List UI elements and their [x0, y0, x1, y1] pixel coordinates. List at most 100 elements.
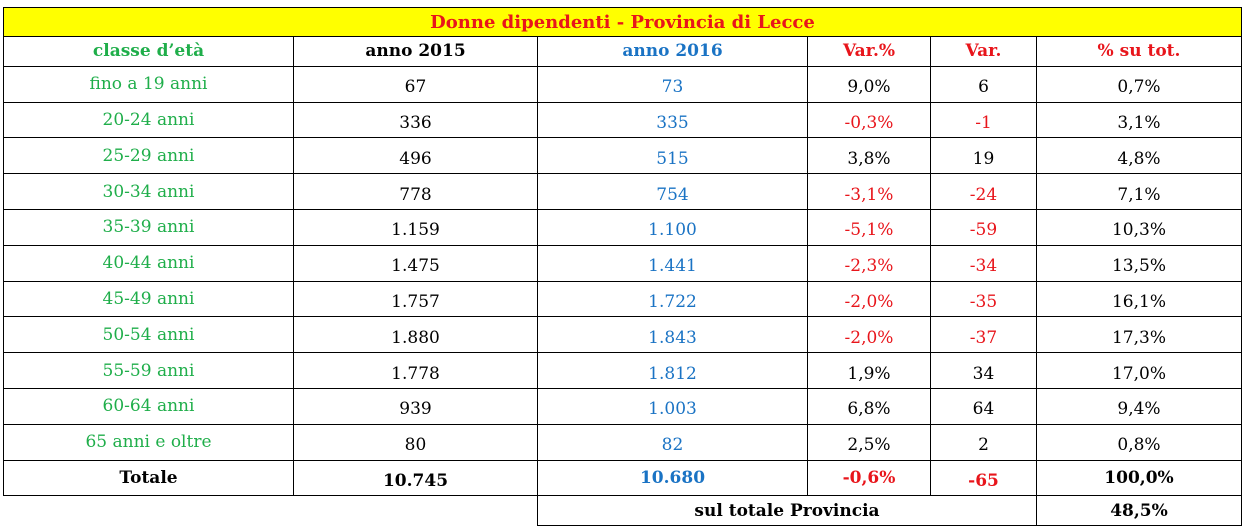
cell-anno-2016: 754: [537, 173, 808, 210]
total-pct-tot: 100,0%: [1036, 459, 1242, 497]
cell-anno-2016: 82: [537, 423, 808, 461]
cell-var-pct: 3,8%: [807, 137, 931, 175]
cell-pct-tot: 3,1%: [1036, 101, 1242, 139]
cell-var: -59: [930, 208, 1037, 246]
cell-pct-tot: 17,3%: [1036, 316, 1242, 354]
cell-anno-2015: 1.159: [293, 208, 538, 246]
cell-pct-tot: 16,1%: [1036, 280, 1242, 318]
table-title: Donne dipendenti - Provincia di Lecce: [3, 7, 1242, 37]
cell-pct-tot: 13,5%: [1036, 244, 1242, 282]
cell-classe: 55-59 anni: [3, 352, 294, 389]
footer-value: 48,5%: [1036, 495, 1242, 526]
cell-classe: 30-34 anni: [3, 173, 294, 210]
cell-anno-2016: 73: [537, 65, 808, 103]
cell-var-pct: 1,9%: [807, 352, 931, 389]
header-pct-tot: % su tot.: [1036, 36, 1242, 67]
cell-anno-2016: 1.100: [537, 208, 808, 246]
cell-var-pct: -5,1%: [807, 208, 931, 246]
cell-var-pct: 6,8%: [807, 387, 931, 425]
footer-spacer: [293, 495, 538, 526]
table-row: 45-49 anni 1.757 1.722 -2,0% -35 16,1%: [3, 280, 1242, 318]
cell-pct-tot: 17,0%: [1036, 352, 1242, 389]
footer-label: sul totale Provincia: [537, 495, 1037, 526]
table-row: 25-29 anni 496 515 3,8% 19 4,8%: [3, 137, 1242, 175]
cell-var-pct: 9,0%: [807, 65, 931, 103]
cell-pct-tot: 7,1%: [1036, 173, 1242, 210]
table-row: 40-44 anni 1.475 1.441 -2,3% -34 13,5%: [3, 244, 1242, 282]
cell-classe: 40-44 anni: [3, 244, 294, 282]
cell-var-pct: 2,5%: [807, 423, 931, 461]
cell-pct-tot: 10,3%: [1036, 208, 1242, 246]
title-row: Donne dipendenti - Provincia di Lecce: [3, 7, 1242, 37]
cell-pct-tot: 4,8%: [1036, 137, 1242, 175]
cell-var: 64: [930, 387, 1037, 425]
table-row: 20-24 anni 336 335 -0,3% -1 3,1%: [3, 101, 1242, 139]
cell-var-pct: -2,0%: [807, 316, 931, 354]
cell-anno-2015: 939: [293, 387, 538, 425]
cell-classe: 65 anni e oltre: [3, 423, 294, 461]
total-var-pct: -0,6%: [807, 459, 931, 497]
table-row: 30-34 anni 778 754 -3,1% -24 7,1%: [3, 173, 1242, 210]
table-row: 55-59 anni 1.778 1.812 1,9% 34 17,0%: [3, 352, 1242, 389]
cell-anno-2016: 1.722: [537, 280, 808, 318]
cell-anno-2016: 1.441: [537, 244, 808, 282]
table-row: 50-54 anni 1.880 1.843 -2,0% -37 17,3%: [3, 316, 1242, 354]
header-anno-2015: anno 2015: [293, 36, 538, 67]
cell-var: 6: [930, 65, 1037, 103]
header-var-pct: Var.%: [807, 36, 931, 67]
cell-classe: 50-54 anni: [3, 316, 294, 354]
table-row: 35-39 anni 1.159 1.100 -5,1% -59 10,3%: [3, 208, 1242, 246]
cell-var-pct: -3,1%: [807, 173, 931, 210]
cell-var: -34: [930, 244, 1037, 282]
cell-pct-tot: 9,4%: [1036, 387, 1242, 425]
total-var: -65: [930, 459, 1037, 497]
cell-pct-tot: 0,7%: [1036, 65, 1242, 103]
cell-classe: 25-29 anni: [3, 137, 294, 175]
cell-var: 34: [930, 352, 1037, 389]
cell-anno-2016: 1.843: [537, 316, 808, 354]
data-table: Donne dipendenti - Provincia di Lecce cl…: [3, 7, 1242, 526]
cell-classe: fino a 19 anni: [3, 65, 294, 103]
table-wrapper: Donne dipendenti - Provincia di Lecce cl…: [3, 7, 1242, 526]
cell-anno-2016: 1.812: [537, 352, 808, 389]
cell-var: 19: [930, 137, 1037, 175]
cell-var-pct: -0,3%: [807, 101, 931, 139]
footer-row: sul totale Provincia 48,5%: [3, 495, 1242, 526]
cell-classe: 20-24 anni: [3, 101, 294, 139]
cell-anno-2015: 496: [293, 137, 538, 175]
cell-anno-2016: 335: [537, 101, 808, 139]
total-anno-2016: 10.680: [537, 459, 808, 497]
cell-classe: 60-64 anni: [3, 387, 294, 425]
cell-anno-2016: 1.003: [537, 387, 808, 425]
cell-var-pct: -2,3%: [807, 244, 931, 282]
cell-anno-2016: 515: [537, 137, 808, 175]
cell-pct-tot: 0,8%: [1036, 423, 1242, 461]
cell-anno-2015: 1.880: [293, 316, 538, 354]
cell-anno-2015: 1.778: [293, 352, 538, 389]
header-var: Var.: [930, 36, 1037, 67]
table-row: fino a 19 anni 67 73 9,0% 6 0,7%: [3, 65, 1242, 103]
cell-var-pct: -2,0%: [807, 280, 931, 318]
cell-anno-2015: 1.757: [293, 280, 538, 318]
cell-classe: 35-39 anni: [3, 208, 294, 246]
cell-anno-2015: 336: [293, 101, 538, 139]
cell-var: -24: [930, 173, 1037, 210]
table-row: 60-64 anni 939 1.003 6,8% 64 9,4%: [3, 387, 1242, 425]
cell-var: -1: [930, 101, 1037, 139]
cell-var: -35: [930, 280, 1037, 318]
header-row: classe d’età anno 2015 anno 2016 Var.% V…: [3, 36, 1242, 67]
total-row: Totale 10.745 10.680 -0,6% -65 100,0%: [3, 459, 1242, 497]
header-classe: classe d’età: [3, 36, 294, 67]
cell-classe: 45-49 anni: [3, 280, 294, 318]
footer-spacer: [3, 495, 294, 526]
cell-anno-2015: 778: [293, 173, 538, 210]
table-row: 65 anni e oltre 80 82 2,5% 2 0,8%: [3, 423, 1242, 461]
cell-var: 2: [930, 423, 1037, 461]
total-anno-2015: 10.745: [293, 459, 538, 497]
total-label: Totale: [3, 459, 294, 497]
header-anno-2016: anno 2016: [537, 36, 808, 67]
cell-var: -37: [930, 316, 1037, 354]
cell-anno-2015: 1.475: [293, 244, 538, 282]
cell-anno-2015: 67: [293, 65, 538, 103]
cell-anno-2015: 80: [293, 423, 538, 461]
